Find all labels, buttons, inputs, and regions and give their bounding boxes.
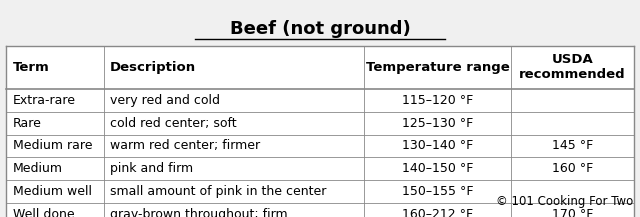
Text: small amount of pink in the center: small amount of pink in the center xyxy=(110,185,326,198)
Text: Temperature range: Temperature range xyxy=(365,61,509,74)
Text: USDA
recommended: USDA recommended xyxy=(519,53,626,81)
Text: 170 °F: 170 °F xyxy=(552,208,593,217)
Text: gray-brown throughout; firm: gray-brown throughout; firm xyxy=(110,208,287,217)
Text: 150–155 °F: 150–155 °F xyxy=(402,185,474,198)
Text: Description: Description xyxy=(110,61,196,74)
Text: cold red center; soft: cold red center; soft xyxy=(110,117,237,130)
Text: 125–130 °F: 125–130 °F xyxy=(402,117,473,130)
Text: 115–120 °F: 115–120 °F xyxy=(402,94,473,107)
Text: Medium well: Medium well xyxy=(13,185,92,198)
Text: © 101 Cooking For Two: © 101 Cooking For Two xyxy=(497,195,634,208)
Text: 145 °F: 145 °F xyxy=(552,140,593,152)
Text: 160 °F: 160 °F xyxy=(552,162,593,175)
Text: Beef (not ground): Beef (not ground) xyxy=(230,20,410,38)
Text: pink and firm: pink and firm xyxy=(110,162,193,175)
Text: 130–140 °F: 130–140 °F xyxy=(402,140,473,152)
Text: very red and cold: very red and cold xyxy=(110,94,220,107)
Text: Medium: Medium xyxy=(13,162,63,175)
Text: Well done: Well done xyxy=(13,208,74,217)
Text: Extra-rare: Extra-rare xyxy=(13,94,76,107)
Text: 140–150 °F: 140–150 °F xyxy=(402,162,474,175)
Text: warm red center; firmer: warm red center; firmer xyxy=(110,140,260,152)
Bar xyxy=(6,46,634,217)
Text: Medium rare: Medium rare xyxy=(13,140,92,152)
Text: Rare: Rare xyxy=(13,117,42,130)
Text: 160–212 °F: 160–212 °F xyxy=(402,208,473,217)
Text: Term: Term xyxy=(13,61,49,74)
